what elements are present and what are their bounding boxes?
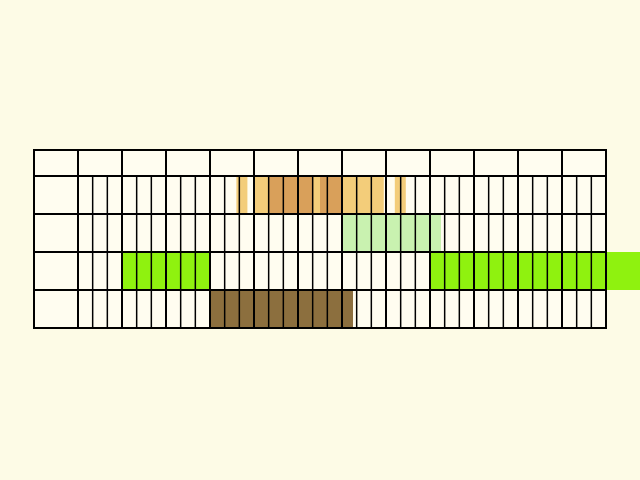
- span-imago: [298, 176, 314, 214]
- span-imago: [283, 176, 298, 214]
- span-pupa: [210, 290, 353, 328]
- span-imago: [268, 176, 284, 214]
- span-larva: [430, 252, 640, 290]
- grid-lines: [33, 149, 607, 329]
- span-imago: [320, 176, 342, 214]
- span-ova: [342, 214, 441, 252]
- span-imago: [236, 176, 248, 214]
- table-border: [33, 149, 607, 329]
